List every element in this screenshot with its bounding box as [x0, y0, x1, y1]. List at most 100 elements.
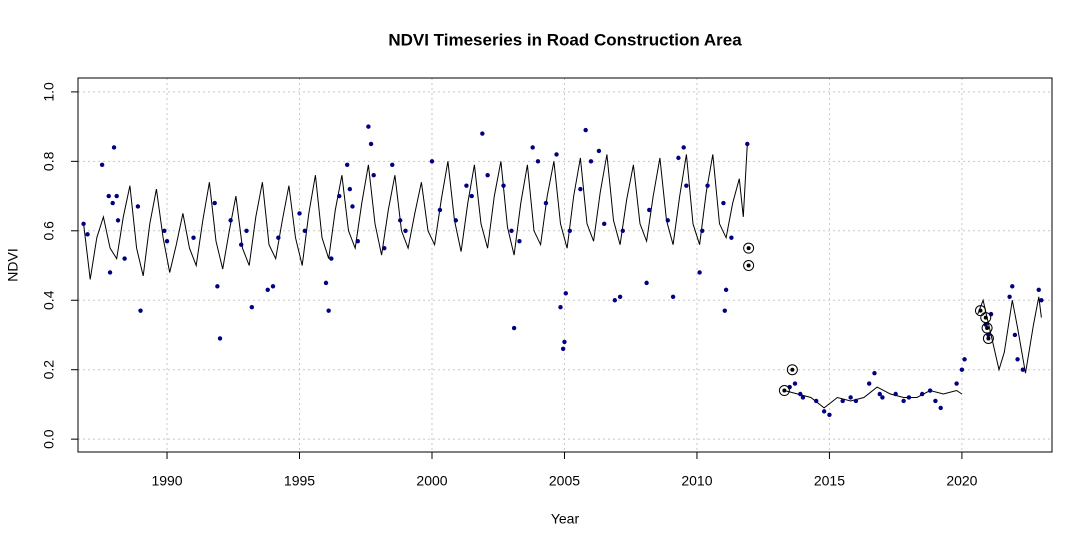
observation — [827, 412, 832, 418]
observation — [355, 239, 360, 244]
observation — [676, 155, 681, 161]
observation — [85, 232, 90, 237]
observation — [382, 245, 387, 251]
observation — [620, 228, 625, 233]
observation — [366, 124, 371, 129]
observation — [329, 256, 334, 261]
x-tick-label: 2015 — [814, 473, 845, 489]
flagged-ring — [778, 385, 790, 397]
observation — [821, 409, 827, 414]
flagged-point — [790, 367, 795, 372]
observation — [106, 193, 111, 199]
observation — [1010, 284, 1015, 289]
observation — [437, 207, 443, 213]
observation — [107, 270, 113, 275]
observation — [464, 183, 469, 188]
y-tick-label: 0.8 — [41, 151, 57, 171]
observation — [535, 159, 541, 164]
observation — [265, 287, 270, 293]
observation — [249, 304, 255, 310]
observation — [959, 367, 965, 372]
observation — [602, 221, 607, 227]
observation — [617, 294, 623, 299]
observation — [350, 204, 355, 209]
observation — [927, 388, 933, 393]
flagged-point — [978, 308, 983, 313]
chart-title: NDVI Timeseries in Road Construction Are… — [388, 30, 742, 49]
observation — [866, 381, 872, 386]
observation — [705, 183, 710, 188]
observation — [215, 284, 220, 289]
observation — [1020, 367, 1026, 372]
observation — [612, 298, 618, 303]
y-tick-label: 0.0 — [41, 429, 57, 449]
observation — [371, 173, 376, 178]
x-tick-label: 2005 — [549, 473, 580, 489]
observation — [115, 218, 121, 223]
observation — [81, 221, 86, 227]
observation — [228, 218, 233, 223]
y-tick-label: 0.4 — [41, 290, 57, 310]
observation — [729, 235, 734, 240]
observation — [323, 280, 329, 286]
observation — [721, 200, 726, 206]
observation — [480, 131, 485, 136]
flagged-point — [746, 263, 751, 268]
observation — [530, 145, 535, 150]
observation — [501, 183, 506, 188]
y-axis-label: NDVI — [5, 248, 21, 281]
observation — [302, 228, 308, 233]
observation — [745, 141, 750, 147]
observation — [872, 370, 877, 376]
y-tick-label: 1.0 — [41, 82, 57, 102]
observation — [567, 228, 572, 233]
observation — [1039, 298, 1044, 303]
flagged-point — [782, 388, 787, 393]
x-tick-label: 2010 — [681, 473, 712, 489]
observation — [562, 339, 567, 345]
observation — [954, 381, 959, 386]
y-tick-label: 0.6 — [41, 221, 57, 241]
flagged-point — [983, 315, 988, 320]
flagged-ring — [982, 332, 994, 344]
flagged-point — [985, 326, 990, 331]
observation — [511, 325, 517, 331]
observation — [347, 186, 353, 192]
observation — [239, 242, 244, 247]
observation — [880, 395, 885, 400]
plot-frame — [77, 77, 1053, 453]
observation — [560, 346, 566, 352]
x-tick-label: 2000 — [416, 473, 447, 489]
observation — [485, 173, 490, 178]
observation — [345, 162, 350, 168]
x-axis-label: Year — [551, 511, 580, 527]
flagged-ring — [743, 260, 755, 272]
observation — [191, 235, 196, 240]
observation — [543, 200, 549, 206]
flagged-ring — [974, 305, 986, 317]
observation — [337, 193, 342, 199]
observation — [326, 308, 331, 313]
observation — [700, 228, 705, 233]
observation — [901, 398, 906, 404]
observation — [453, 218, 459, 223]
observation — [297, 211, 302, 216]
observation — [938, 405, 943, 411]
observation — [429, 159, 435, 164]
observation — [697, 270, 702, 275]
flagged-ring — [743, 242, 755, 254]
observation — [368, 141, 374, 147]
observation — [111, 145, 117, 150]
observation — [670, 294, 676, 299]
observation — [813, 398, 819, 404]
observation — [122, 256, 127, 261]
observation — [138, 308, 143, 313]
flagged-point — [746, 246, 751, 251]
flagged-ring — [981, 322, 993, 334]
observation — [1007, 294, 1012, 299]
observation — [212, 200, 217, 206]
observation — [665, 218, 671, 223]
x-tick-label: 2020 — [946, 473, 977, 489]
observation — [893, 391, 898, 397]
